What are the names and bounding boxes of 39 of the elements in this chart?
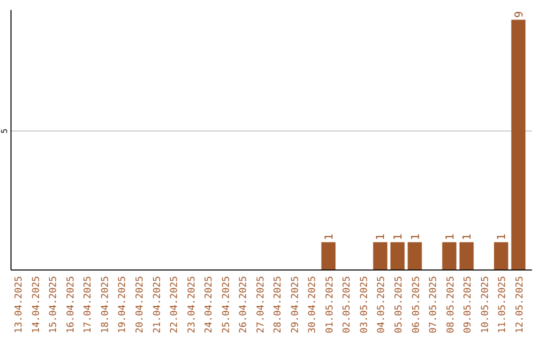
x-tick-label: 08.05.2025 xyxy=(445,276,456,334)
x-tick-label: 13.04.2025 xyxy=(14,276,25,334)
x-tick-label: 29.04.2025 xyxy=(290,276,301,334)
x-tick-label: 16.04.2025 xyxy=(65,276,76,334)
x-tick-label: 30.04.2025 xyxy=(307,276,318,334)
data-label: 1 xyxy=(374,234,388,240)
data-label: 1 xyxy=(408,234,422,240)
x-tick-label: 06.05.2025 xyxy=(410,276,422,334)
x-tick-label: 19.04.2025 xyxy=(117,276,128,334)
data-label: 1 xyxy=(322,234,336,240)
x-tick-label: 20.04.2025 xyxy=(134,276,146,334)
x-tick-label: 10.05.2025 xyxy=(480,276,491,334)
data-label: 1 xyxy=(460,234,474,240)
x-tick-label: 05.05.2025 xyxy=(394,276,404,334)
x-tick-label: 27.04.2025 xyxy=(255,276,266,334)
x-tick-label: 28.04.2025 xyxy=(272,276,284,334)
x-tick-label: 18.04.2025 xyxy=(100,276,111,334)
x-tick-label: 26.04.2025 xyxy=(238,276,250,334)
x-tick-label: 21.04.2025 xyxy=(152,276,163,334)
x-tick-label: 11.05.2025 xyxy=(497,276,508,334)
data-label: 1 xyxy=(495,234,508,240)
x-tick-label: 04.05.2025 xyxy=(376,276,388,334)
x-tick-label: 12.05.2025 xyxy=(514,276,526,334)
data-label: 1 xyxy=(443,234,456,240)
x-tick-label: 02.05.2025 xyxy=(342,276,353,334)
x-tick-label: 01.05.2025 xyxy=(324,276,336,334)
data-label: 9 xyxy=(512,11,526,18)
ref-line-label: 5 xyxy=(0,128,9,134)
x-tick-label: 09.05.2025 xyxy=(462,276,474,334)
x-tick-label: 03.05.2025 xyxy=(358,276,370,334)
x-tick-label: 14.04.2025 xyxy=(30,276,42,334)
x-tick-label: 22.04.2025 xyxy=(169,276,180,334)
x-tick-label: 24.04.2025 xyxy=(204,276,215,334)
x-tick-label: 07.05.2025 xyxy=(428,276,440,334)
data-label: 1 xyxy=(392,234,404,240)
x-tick-label: 25.04.2025 xyxy=(220,276,232,334)
x-tick-label: 15.04.2025 xyxy=(48,276,60,334)
x-tick-label: 23.04.2025 xyxy=(186,276,198,334)
x-tick-label: 17.04.2025 xyxy=(82,276,94,334)
